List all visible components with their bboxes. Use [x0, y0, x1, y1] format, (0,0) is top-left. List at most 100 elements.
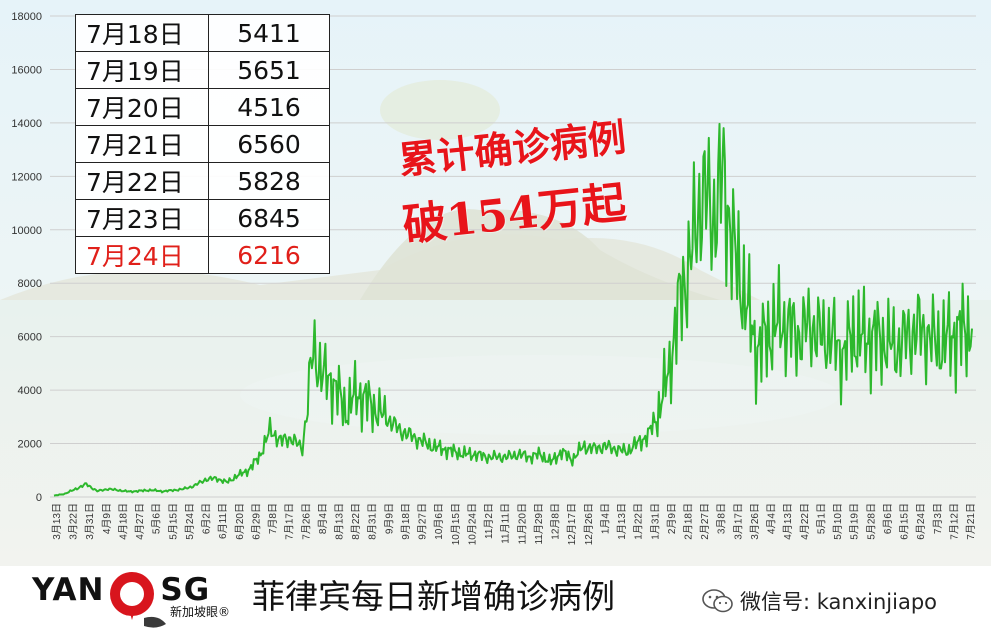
x-tick-label: 4月9日 — [101, 503, 113, 534]
x-tick-label: 9月18日 — [400, 503, 412, 540]
x-tick-label: 4月18日 — [117, 503, 129, 540]
x-tick-label: 3月31日 — [84, 503, 96, 540]
x-tick-label: 10月24日 — [466, 503, 478, 545]
x-tick-label: 5月15日 — [167, 503, 179, 540]
table-value-cell: 6560 — [208, 125, 330, 163]
y-tick-label: 0 — [36, 492, 42, 504]
y-tick-label: 18000 — [11, 11, 42, 23]
x-tick-label: 7月26日 — [300, 503, 312, 540]
x-tick-label: 5月28日 — [865, 503, 877, 540]
x-tick-label: 11月2日 — [483, 503, 495, 539]
x-tick-label: 3月26日 — [749, 503, 761, 540]
x-tick-label: 6月6日 — [882, 503, 894, 534]
x-tick-label: 6月29日 — [250, 503, 262, 540]
y-tick-label: 14000 — [11, 118, 42, 130]
footer — [0, 566, 991, 644]
y-tick-label: 12000 — [11, 171, 42, 183]
x-tick-label: 6月2日 — [201, 503, 213, 534]
table-value-cell: 6216 — [208, 236, 330, 274]
x-tick-label: 5月24日 — [184, 503, 196, 540]
x-tick-label: 10月15日 — [450, 503, 462, 545]
yansg-logo — [110, 572, 166, 628]
x-tick-label: 8月13日 — [334, 503, 346, 540]
table-date-cell: 7月22日 — [75, 162, 209, 200]
x-tick-label: 1月13日 — [616, 503, 628, 540]
wechat-id: 微信号: kanxinjiapo — [702, 586, 937, 616]
table-row: 7月19日 5651 — [75, 51, 330, 89]
y-tick-label: 4000 — [18, 385, 42, 397]
y-tick-label: 2000 — [18, 439, 42, 451]
line-chart: 0 2000 4000 6000 8000 10000 12000 14000 16000 180… — [11, 11, 977, 545]
x-tick-label: 3月8日 — [716, 503, 728, 534]
wechat-text: 微信号: kanxinjiapo — [740, 590, 938, 614]
x-tick-label: 11月11日 — [500, 503, 512, 544]
x-tick-label: 8月31日 — [367, 503, 379, 540]
table-row: 7月22日 5828 — [75, 162, 330, 200]
series-line — [53, 122, 973, 497]
x-tick-label: 7月12日 — [948, 503, 960, 540]
x-tick-label: 12月26日 — [583, 503, 595, 545]
logo-text: YAN SG — [32, 572, 210, 608]
x-tick-label: 4月13日 — [782, 503, 794, 540]
table-date-cell: 7月24日 — [75, 236, 209, 274]
y-tick-label: 16000 — [11, 64, 42, 76]
chart-title: 菲律宾每日新增确诊病例 — [252, 577, 615, 616]
y-axis: 0 2000 4000 6000 8000 10000 12000 14000 16000 180… — [11, 11, 42, 504]
table-row: 7月21日 6560 — [75, 125, 330, 163]
y-tick-label: 8000 — [18, 278, 42, 290]
x-tick-label: 11月29日 — [533, 503, 545, 545]
table-value-cell: 4516 — [208, 88, 330, 126]
x-tick-label: 5月1日 — [815, 503, 827, 534]
table-date-cell: 7月18日 — [75, 14, 209, 52]
x-tick-label: 2月18日 — [682, 503, 694, 540]
table-row: 7月23日 6845 — [75, 199, 330, 237]
x-tick-label: 10月6日 — [433, 503, 445, 540]
logo-text-right: SG — [160, 572, 211, 608]
table-value-cell: 5828 — [208, 162, 330, 200]
x-tick-label: 6月24日 — [915, 503, 927, 540]
wechat-icon — [702, 589, 733, 613]
x-tick-label: 8月4日 — [317, 503, 329, 534]
table-value-cell: 5411 — [208, 14, 330, 52]
y-tick-label: 6000 — [18, 332, 42, 344]
x-tick-label: 6月20日 — [234, 503, 246, 540]
x-tick-label: 11月20日 — [516, 503, 528, 545]
x-tick-label: 9月27日 — [417, 503, 429, 540]
x-tick-label: 1月31日 — [649, 503, 661, 540]
table-value-cell: 5651 — [208, 51, 330, 89]
logo-subtitle: 新加坡眼® — [170, 605, 231, 619]
x-tick-label: 2月27日 — [699, 503, 711, 540]
x-tick-label: 6月15日 — [899, 503, 911, 540]
x-tick-label: 12月17日 — [566, 503, 578, 545]
x-tick-label: 1月22日 — [633, 503, 645, 540]
x-tick-label: 7月17日 — [284, 503, 296, 540]
table-row: 7月20日 4516 — [75, 88, 330, 126]
x-tick-label: 3月13日 — [51, 503, 63, 540]
table-date-cell: 7月19日 — [75, 51, 209, 89]
x-tick-label: 4月4日 — [766, 503, 778, 534]
x-axis: 3月13日 3月22日 3月31日 4月9日 4月18日 4月27日 5月6日 5月15日 5月… — [51, 503, 977, 545]
x-tick-label: 8月22日 — [350, 503, 362, 540]
x-tick-label: 5月10日 — [832, 503, 844, 540]
x-tick-label: 3月17日 — [732, 503, 744, 540]
x-tick-label: 7月21日 — [965, 503, 977, 540]
x-tick-label: 4月27日 — [134, 503, 146, 540]
x-tick-label: 9月9日 — [383, 503, 395, 534]
table-date-cell: 7月20日 — [75, 88, 209, 126]
x-tick-label: 2月9日 — [666, 503, 678, 534]
y-tick-label: 10000 — [11, 225, 42, 237]
x-tick-label: 5月19日 — [849, 503, 861, 540]
logo-text-left: YAN — [32, 572, 105, 608]
x-tick-label: 5月6日 — [151, 503, 163, 534]
x-tick-label: 7月3日 — [932, 503, 944, 534]
x-tick-label: 1月4日 — [599, 503, 611, 534]
table-date-cell: 7月21日 — [75, 125, 209, 163]
x-tick-label: 3月22日 — [68, 503, 80, 540]
table-date-cell: 7月23日 — [75, 199, 209, 237]
table-row: 7月24日 6216 — [75, 236, 330, 274]
x-tick-label: 12月8日 — [550, 503, 562, 540]
table-value-cell: 6845 — [208, 199, 330, 237]
recent-cases-table: 7月18日 5411 7月19日 5651 7月20日 4516 7月21日 6560 7月22… — [75, 14, 330, 274]
table-row: 7月18日 5411 — [75, 14, 330, 52]
